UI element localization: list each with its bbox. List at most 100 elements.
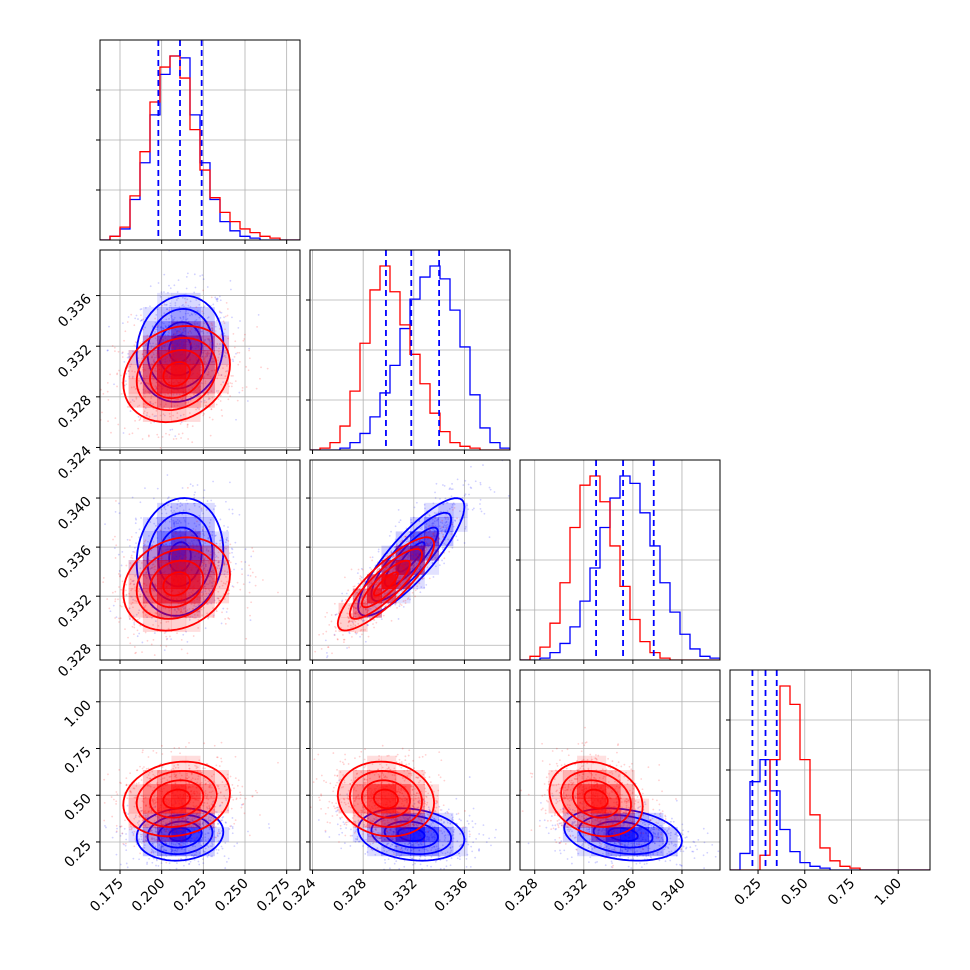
scatter-point	[143, 348, 146, 351]
scatter-point	[213, 580, 216, 583]
scatter-point	[446, 510, 449, 513]
scatter-point	[160, 291, 163, 294]
scatter-point	[190, 603, 193, 606]
scatter-point	[451, 488, 454, 491]
scatter-point	[331, 652, 333, 655]
density-cell	[200, 335, 215, 351]
scatter-point	[437, 538, 439, 541]
scatter-point	[369, 617, 371, 620]
scatter-point	[162, 322, 165, 325]
scatter-point	[191, 441, 194, 444]
scatter-point	[426, 558, 428, 560]
scatter-point	[196, 484, 199, 486]
scatter-point	[209, 341, 212, 344]
scatter-point	[194, 340, 197, 343]
scatter-point	[197, 619, 200, 621]
scatter-point	[437, 550, 439, 553]
scatter-point	[125, 849, 128, 852]
scatter-point	[442, 533, 445, 536]
scatter-point	[181, 346, 184, 349]
scatter-point	[130, 386, 133, 389]
scatter-point	[392, 567, 395, 570]
scatter-point	[119, 604, 122, 607]
scatter-point	[146, 334, 149, 337]
scatter-point	[106, 390, 109, 393]
scatter-point	[131, 601, 134, 604]
scatter-point	[138, 559, 141, 561]
scatter-point	[179, 529, 182, 532]
scatter-point	[325, 630, 328, 633]
scatter-point	[220, 334, 223, 337]
scatter-point	[215, 542, 218, 545]
scatter-point	[188, 616, 191, 619]
scatter-point	[219, 327, 221, 330]
scatter-point	[106, 598, 109, 600]
scatter-point	[203, 339, 206, 342]
scatter-point	[157, 816, 159, 818]
scatter-point	[202, 550, 205, 553]
scatter-point	[422, 556, 425, 559]
scatter-point	[203, 305, 206, 308]
scatter-point	[134, 522, 137, 525]
scatter-point	[171, 319, 174, 322]
scatter-point	[138, 542, 141, 545]
scatter-point	[175, 299, 178, 301]
scatter-point	[347, 617, 350, 620]
scatter-point	[463, 494, 466, 497]
scatter-point	[177, 279, 180, 282]
scatter-point	[222, 563, 225, 566]
scatter-point	[173, 509, 176, 512]
scatter-point	[173, 525, 176, 527]
scatter-point	[394, 525, 397, 528]
scatter-point	[147, 558, 150, 561]
scatter-point	[277, 591, 279, 594]
scatter-point	[137, 415, 140, 418]
scatter-point	[376, 581, 379, 584]
scatter-point	[193, 858, 196, 861]
scatter-point	[431, 518, 434, 521]
scatter-point	[200, 510, 203, 512]
scatter-point	[125, 583, 128, 586]
scatter-point	[214, 556, 217, 559]
scatter-point	[215, 555, 218, 558]
scatter-point	[355, 610, 357, 613]
scatter-point	[165, 614, 168, 616]
density-cell	[395, 531, 411, 547]
scatter-point	[355, 632, 358, 635]
scatter-point	[141, 353, 144, 356]
scatter-point	[139, 342, 142, 345]
scatter-point	[237, 326, 240, 329]
scatter-point	[352, 597, 355, 600]
scatter-point	[479, 483, 482, 486]
scatter-point	[235, 352, 237, 355]
scatter-point	[216, 597, 219, 600]
scatter-point	[222, 320, 225, 323]
scatter-point	[144, 403, 147, 405]
density-cell	[214, 364, 230, 380]
scatter-point	[202, 532, 205, 535]
scatter-point	[153, 454, 155, 456]
scatter-point	[172, 393, 175, 396]
scatter-point	[157, 523, 160, 525]
scatter-point	[126, 356, 129, 359]
scatter-point	[205, 362, 208, 365]
scatter-point	[442, 526, 445, 529]
scatter-point	[227, 526, 229, 529]
scatter-point	[155, 415, 157, 417]
scatter-point	[214, 325, 217, 328]
scatter-point	[375, 583, 378, 586]
scatter-point	[189, 399, 192, 402]
scatter-point	[351, 620, 354, 623]
scatter-point	[444, 531, 446, 534]
scatter-point	[153, 358, 155, 361]
scatter-point	[445, 521, 448, 523]
scatter-point	[179, 340, 182, 343]
scatter-point	[440, 541, 443, 543]
scatter-point	[140, 319, 143, 321]
scatter-point	[185, 301, 187, 304]
scatter-point	[367, 624, 370, 627]
scatter-point	[180, 610, 183, 613]
scatter-point	[183, 305, 185, 308]
scatter-point	[157, 550, 160, 553]
scatter-point	[155, 326, 158, 329]
